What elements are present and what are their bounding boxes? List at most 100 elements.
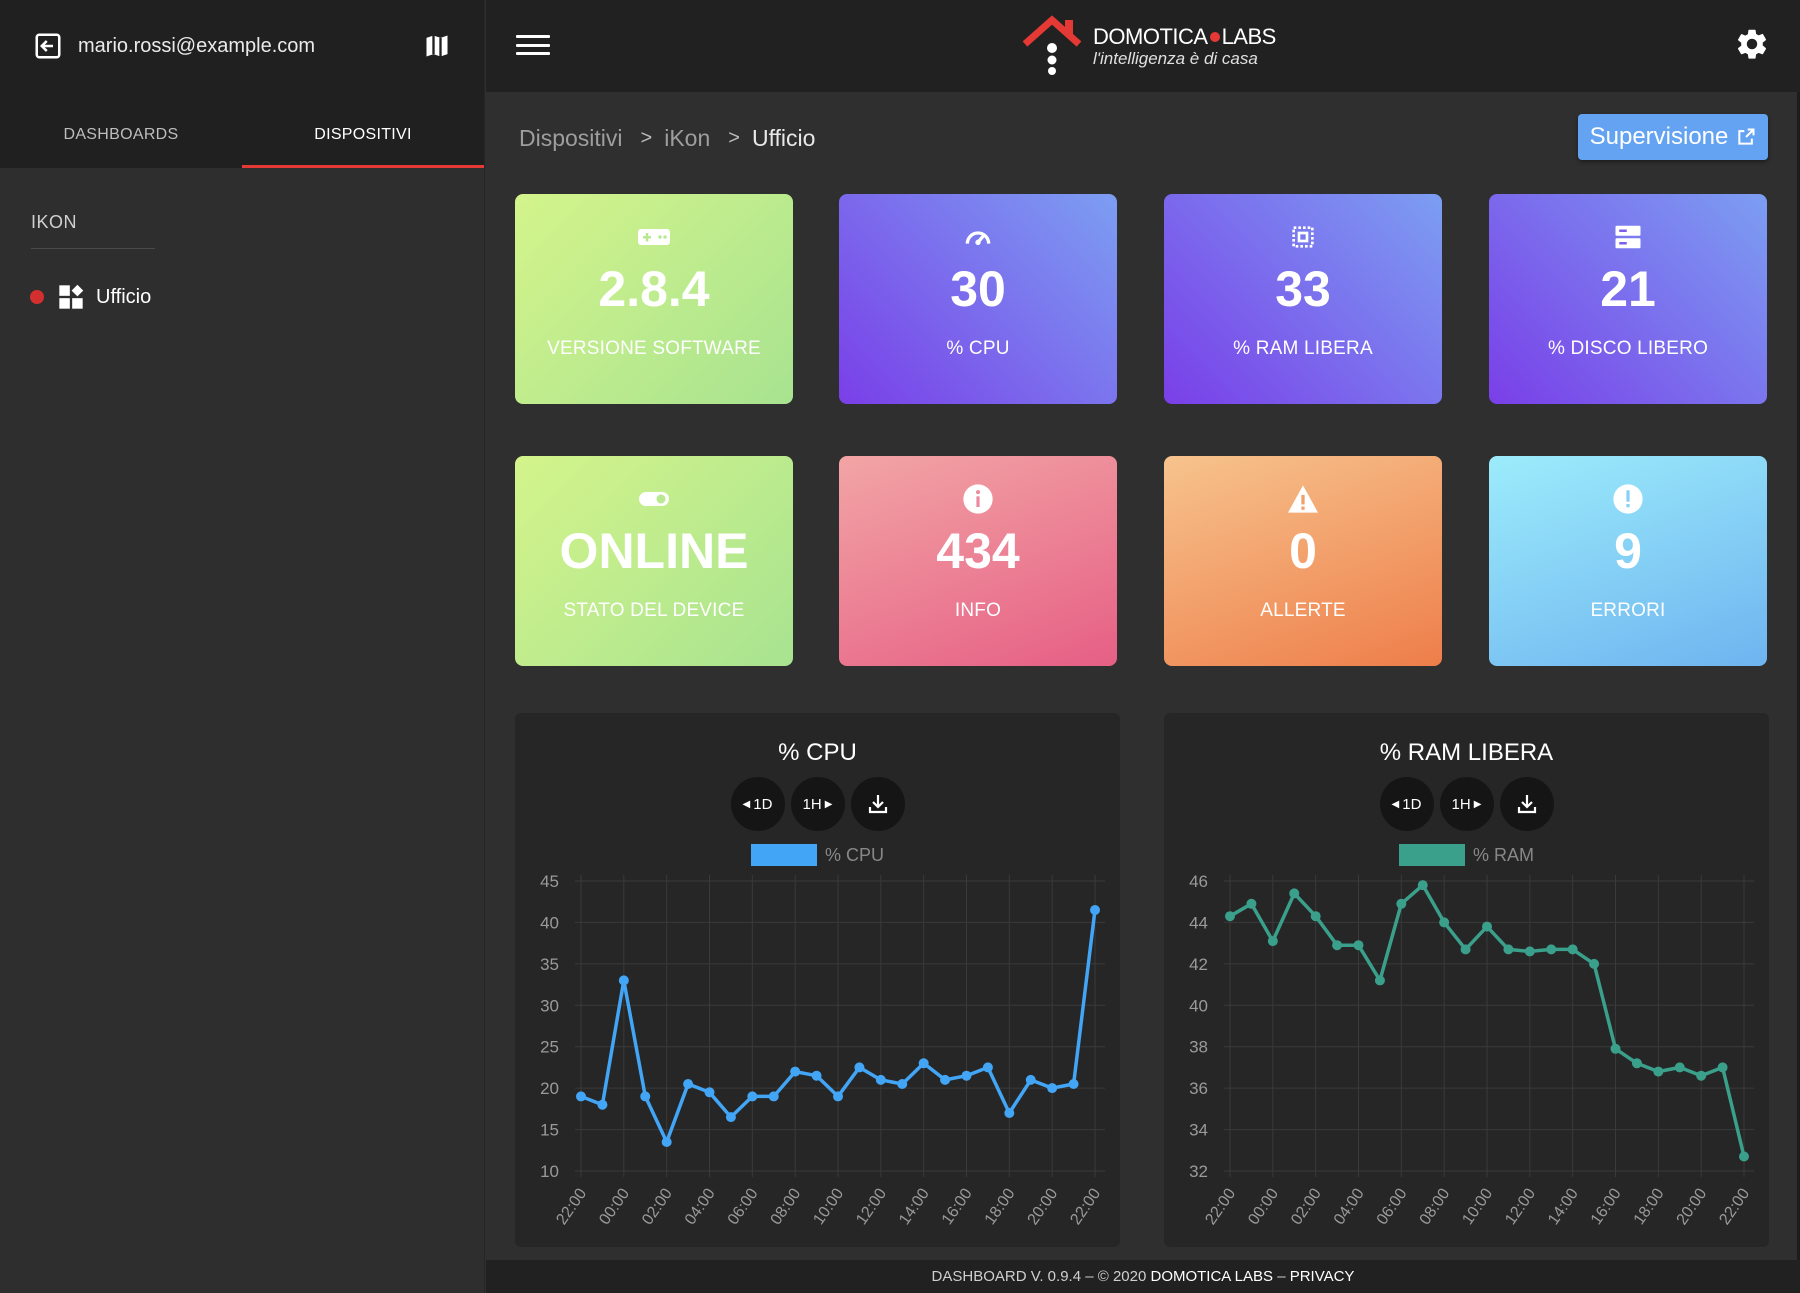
toggle-icon xyxy=(637,482,671,516)
y-tick-label: 40 xyxy=(540,913,559,932)
y-tick-label: 46 xyxy=(1189,872,1208,891)
data-point xyxy=(1503,944,1514,955)
gear-icon[interactable] xyxy=(1734,26,1770,62)
download-icon xyxy=(1517,795,1536,814)
y-tick-label: 15 xyxy=(540,1121,559,1140)
tab-dispositivi[interactable]: DISPOSITIVI xyxy=(242,102,484,168)
breadcrumb-separator: > xyxy=(640,126,653,149)
footer-brand[interactable]: DOMOTICA LABS xyxy=(1150,1268,1274,1285)
x-tick-label: 02:00 xyxy=(1288,1185,1325,1228)
chart-card-ram: 46 44 42 40 38 36 34 32 22:00 00:00 02:00 04:00 06:0… xyxy=(1164,713,1769,1247)
menu-icon[interactable] xyxy=(516,30,550,60)
x-tick-label: 22:00 xyxy=(553,1185,590,1228)
download-button[interactable] xyxy=(850,777,905,831)
legend-label: % RAM xyxy=(1472,844,1534,865)
data-point xyxy=(747,1091,758,1102)
data-point xyxy=(982,1062,993,1073)
x-tick-label: 00:00 xyxy=(596,1185,633,1228)
data-point xyxy=(725,1112,736,1123)
range-forward-button[interactable]: 1H ▶ xyxy=(790,777,845,831)
y-tick-label: 44 xyxy=(1189,913,1208,932)
range-forward-label: 1H xyxy=(1451,795,1471,813)
data-point xyxy=(1674,1062,1685,1073)
tile-cpu: 30 % CPU xyxy=(839,194,1117,404)
x-tick-label: 18:00 xyxy=(982,1185,1019,1228)
legend-swatch xyxy=(750,844,817,866)
data-point xyxy=(1090,905,1100,915)
chart-title: % RAM LIBERA xyxy=(1379,739,1554,766)
data-point xyxy=(661,1137,672,1147)
data-point xyxy=(875,1074,886,1085)
data-point xyxy=(854,1062,865,1073)
x-tick-label: 22:00 xyxy=(1202,1185,1239,1228)
y-tick-label: 34 xyxy=(1189,1121,1208,1140)
x-tick-label: 20:00 xyxy=(1025,1185,1062,1228)
tile-info: 434 INFO xyxy=(839,456,1117,666)
range-back-button[interactable]: ◀ 1D xyxy=(1379,777,1434,831)
sidebar-tabs: DASHBOARDS DISPOSITIVI xyxy=(0,102,484,168)
y-tick-label: 38 xyxy=(1189,1038,1208,1057)
data-point xyxy=(1631,1058,1642,1069)
x-tick-label: 22:00 xyxy=(1716,1185,1753,1228)
tile-label: ERRORI xyxy=(1590,600,1666,621)
x-tick-label: 14:00 xyxy=(1545,1185,1582,1228)
download-button[interactable] xyxy=(1499,777,1554,831)
data-point xyxy=(640,1091,651,1102)
x-tick-label: 12:00 xyxy=(853,1185,890,1228)
footer: DASHBOARD V. 0.9.4 – © 2020 DOMOTICA LAB… xyxy=(486,1260,1800,1293)
x-tick-label: 12:00 xyxy=(1502,1185,1539,1228)
scrollbar[interactable] xyxy=(1797,92,1800,1260)
device-label: Ufficio xyxy=(96,285,152,308)
x-tick-label: 18:00 xyxy=(1631,1185,1668,1228)
supervisione-button[interactable]: Supervisione xyxy=(1578,114,1768,160)
chart-legend: % CPU xyxy=(515,844,1120,866)
data-point xyxy=(1589,958,1600,969)
logout-icon[interactable] xyxy=(30,28,66,64)
data-point xyxy=(918,1058,929,1069)
tile-disco-libero: 21 % DISCO LIBERO xyxy=(1489,194,1767,404)
tab-dashboards[interactable]: DASHBOARDS xyxy=(63,126,179,143)
x-tick-label: 10:00 xyxy=(810,1185,847,1228)
tile-value: 9 xyxy=(1614,523,1642,579)
data-point xyxy=(1047,1083,1058,1094)
house-logo-icon xyxy=(1022,15,1082,75)
storage-icon xyxy=(1611,220,1645,254)
sidebar: mario.rossi@example.com DASHBOARDS DISPO… xyxy=(0,0,485,1293)
map-icon[interactable] xyxy=(420,29,454,63)
sidebar-item-ufficio[interactable]: Ufficio xyxy=(30,282,151,312)
tile-value: ONLINE xyxy=(559,523,749,579)
warning-icon xyxy=(1286,482,1320,516)
x-tick-label: 20:00 xyxy=(1674,1185,1711,1228)
y-tick-label: 35 xyxy=(540,955,559,974)
data-point xyxy=(1004,1108,1015,1118)
memory-chip-icon xyxy=(1286,220,1320,254)
status-dot xyxy=(30,290,44,304)
data-point xyxy=(1482,921,1492,932)
x-tick-label: 08:00 xyxy=(1417,1185,1454,1228)
range-back-button[interactable]: ◀ 1D xyxy=(730,777,785,831)
footer-privacy-link[interactable]: PRIVACY xyxy=(1289,1268,1355,1285)
chart-title: % CPU xyxy=(778,739,857,766)
chart-controls: ◀ 1D 1H ▶ xyxy=(1164,777,1769,831)
brand-logo: DOMOTICA LABS l'intelligenza è di casa xyxy=(1021,14,1276,78)
data-point xyxy=(1374,975,1385,986)
data-point xyxy=(768,1091,779,1102)
x-tick-label: 14:00 xyxy=(896,1185,933,1228)
data-point xyxy=(1353,940,1364,951)
y-tick-label: 32 xyxy=(1189,1162,1208,1181)
x-tick-label: 06:00 xyxy=(1374,1185,1411,1228)
range-back-label: 1D xyxy=(753,795,773,813)
data-point xyxy=(1653,1066,1664,1077)
data-point xyxy=(1332,940,1343,951)
external-link-icon xyxy=(1738,128,1755,145)
breadcrumb-ikon[interactable]: iKon xyxy=(664,124,711,151)
range-forward-label: 1H xyxy=(802,795,822,813)
range-forward-button[interactable]: 1H ▶ xyxy=(1439,777,1494,831)
chart-card-cpu: 45 40 35 30 25 20 15 10 22:00 00:00 02:00 04:00 06:0… xyxy=(515,713,1120,1247)
x-tick-label: 02:00 xyxy=(639,1185,676,1228)
tile-label: VERSIONE SOFTWARE xyxy=(547,338,761,359)
tile-errori: 9 ERRORI xyxy=(1489,456,1767,666)
breadcrumb-dispositivi[interactable]: Dispositivi xyxy=(519,124,623,151)
tile-value: 0 xyxy=(1289,523,1317,579)
